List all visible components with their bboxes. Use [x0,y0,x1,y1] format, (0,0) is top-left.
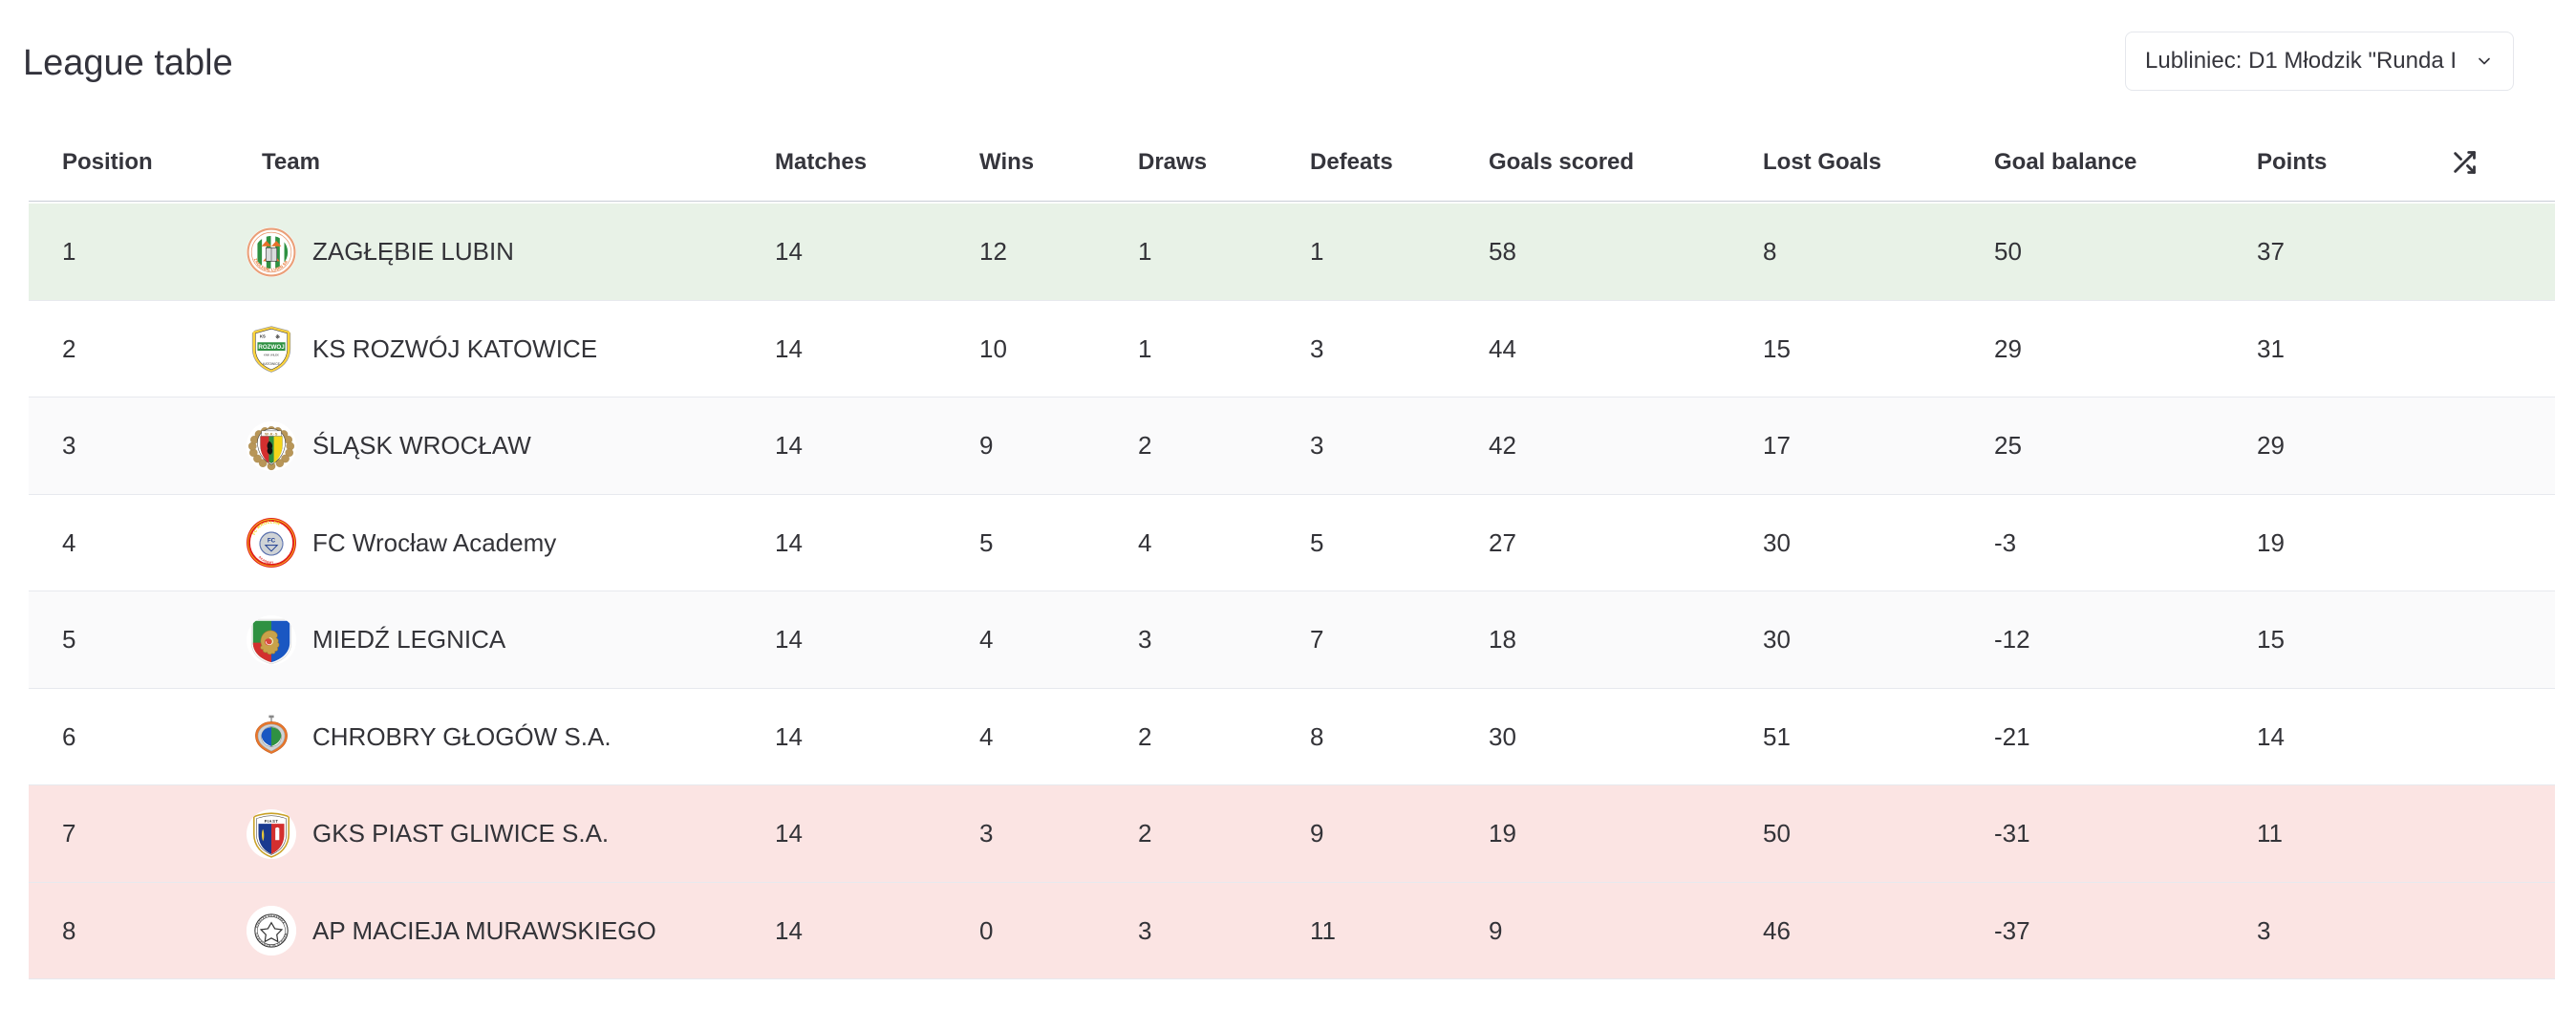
svg-text:FC: FC [268,538,276,545]
svg-text:W-K-S: W-K-S [265,432,278,436]
svg-text:KATOWICE: KATOWICE [263,362,280,366]
svg-text:❋: ❋ [275,334,280,341]
svg-text:KMK WILEK: KMK WILEK [264,354,279,357]
svg-text:PIAST: PIAST [265,819,279,824]
svg-text:KS: KS [260,334,266,339]
svg-text:ROZWOJ: ROZWOJ [258,344,285,351]
